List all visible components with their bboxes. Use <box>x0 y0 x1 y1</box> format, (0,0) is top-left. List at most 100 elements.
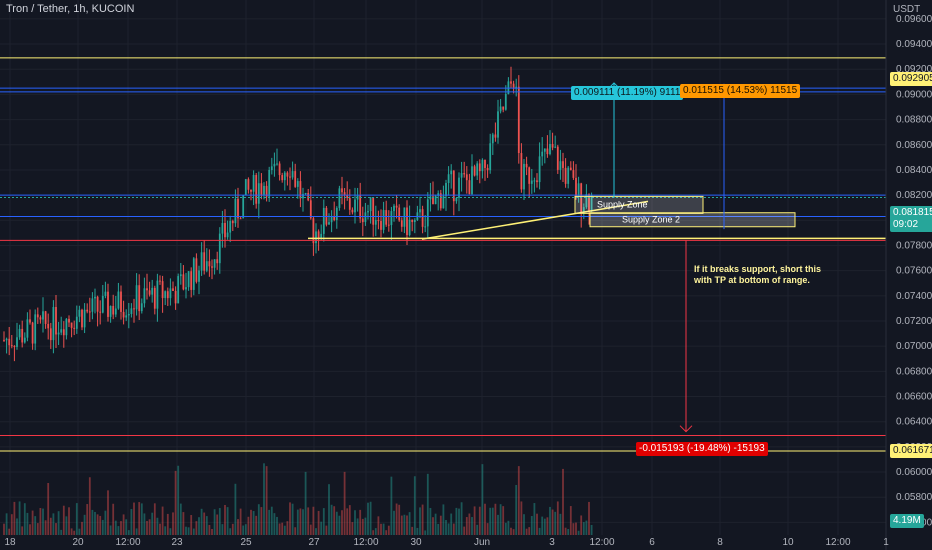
candle-body <box>413 219 416 223</box>
candle-body <box>530 180 533 184</box>
current-price: 0.081815 <box>893 207 932 218</box>
volume-bar <box>296 509 299 535</box>
volume-bar <box>94 511 96 535</box>
candle-body <box>260 183 263 195</box>
candle-body <box>65 318 68 336</box>
volume-bar <box>91 509 94 535</box>
time-tick-label: 10 <box>782 537 794 548</box>
candle-body <box>242 195 245 219</box>
volume-bar <box>302 509 304 535</box>
volume-bar <box>242 525 245 535</box>
candle-body <box>491 134 494 144</box>
volume-bar <box>159 523 161 535</box>
volume-bar <box>536 513 538 535</box>
time-tick-label: 12:00 <box>589 537 614 548</box>
volume-bar <box>151 512 154 535</box>
candle-body <box>120 291 122 312</box>
volume-bar <box>351 522 354 535</box>
volume-bar <box>572 523 575 535</box>
volume-bar <box>104 510 107 535</box>
candle-body <box>190 271 193 290</box>
measure-badge-2[interactable]: 0.011515 (14.53%) 11515 <box>680 84 801 98</box>
volume-bar <box>83 514 86 535</box>
volume-bar <box>146 520 148 535</box>
volume-bar <box>341 510 343 535</box>
time-tick-label: 12:00 <box>825 537 850 548</box>
measure-badge-1[interactable]: 0.009111 (11.19%) 9111 <box>571 86 684 100</box>
candle-body <box>8 338 11 346</box>
time-axis[interactable]: 18 20 12:00 23 25 27 12:00 30 Jun 3 12:00 6 8 10 12:00… <box>4 537 889 548</box>
candle-body <box>73 327 76 329</box>
candle-body <box>200 252 203 271</box>
candle-body <box>525 163 528 168</box>
volume-bar <box>476 524 479 535</box>
candle-body <box>590 195 593 212</box>
candle-body <box>419 209 421 213</box>
volume-bar <box>398 504 401 535</box>
time-tick-label: Jun <box>474 537 490 548</box>
volume-bar <box>590 524 593 535</box>
candle-body <box>442 196 445 209</box>
volume-bar <box>81 521 83 535</box>
candle-body <box>278 163 281 176</box>
volume-bar <box>374 528 377 535</box>
measure-badge-down[interactable]: -0.015193 (-19.48%) -15193 <box>636 442 768 456</box>
volume-bar <box>335 511 338 535</box>
volume-bar <box>564 527 567 535</box>
volume-bar <box>65 516 68 535</box>
candle-body <box>286 172 289 177</box>
volume-bar <box>164 526 167 535</box>
volume-bar <box>473 506 476 535</box>
candle-body <box>13 345 16 347</box>
candle-body <box>359 195 362 219</box>
volume-bar <box>265 466 268 535</box>
candle-body <box>317 231 320 239</box>
trendline[interactable] <box>421 200 649 240</box>
candle-body <box>382 210 385 230</box>
candle-body <box>481 159 484 172</box>
volume-bar <box>377 516 380 535</box>
candle-body <box>164 291 167 299</box>
volume-bar <box>450 513 453 535</box>
candle-body <box>296 181 299 187</box>
candle-body <box>299 181 302 199</box>
volume-bar <box>107 490 109 535</box>
volume-bar <box>549 506 551 535</box>
candle-body <box>302 193 304 199</box>
candle-body <box>291 171 294 178</box>
supply-zone-1[interactable] <box>574 195 704 214</box>
volume-bar <box>252 511 255 535</box>
candle-body <box>361 218 364 223</box>
candle-body <box>218 233 221 264</box>
candle-body <box>432 196 434 205</box>
volume-bar <box>172 512 174 535</box>
volume-bar <box>413 476 416 535</box>
volume-bar <box>78 528 81 535</box>
volume-bar <box>348 505 351 535</box>
volume-bar <box>390 476 393 535</box>
volume-bar <box>195 521 198 535</box>
candle-body <box>333 216 336 221</box>
candle-body <box>367 211 369 213</box>
volume-bar <box>322 508 325 535</box>
candle-body <box>49 328 52 341</box>
candle-body <box>476 163 479 176</box>
volume-bar <box>39 508 42 535</box>
candle-body <box>101 295 104 313</box>
candle-body <box>36 314 39 318</box>
candle-body <box>393 205 395 212</box>
candle-body <box>421 209 424 227</box>
time-tick-label: 20 <box>72 537 84 548</box>
volume-bar <box>481 464 484 535</box>
volume-bar <box>437 523 440 535</box>
supply-zone-2[interactable] <box>589 212 796 228</box>
volume-bar <box>382 523 385 535</box>
volume-bar <box>497 514 499 535</box>
candle-body <box>387 224 390 226</box>
volume-bar <box>205 516 208 535</box>
